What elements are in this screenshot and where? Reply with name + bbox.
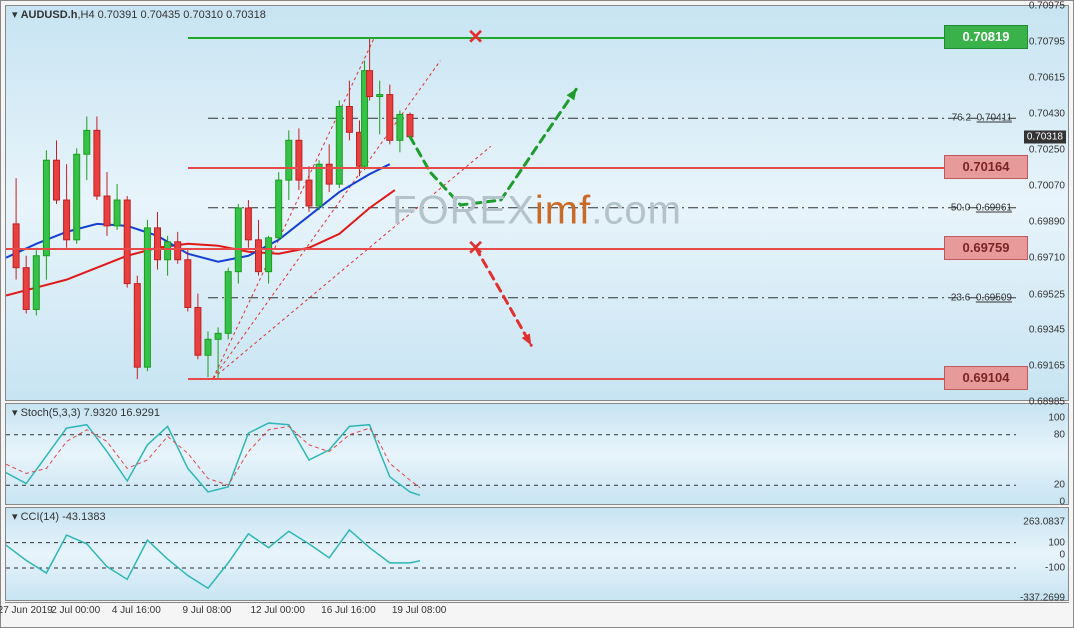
y-tick-label: 100 — [1047, 537, 1066, 548]
time-tick: 9 Jul 08:00 — [183, 605, 232, 616]
y-tick-label: 0.70070 — [1028, 181, 1066, 192]
instrument-title: ▾ AUDUSD.h,H4 0.70391 0.70435 0.70310 0.… — [10, 8, 268, 21]
time-tick: 27 Jun 2019 — [0, 605, 53, 616]
level-box-res1[interactable]: 0.70819 — [944, 25, 1028, 49]
y-tick-label: 20 — [1053, 480, 1066, 491]
cci-panel[interactable]: ▾ CCI(14) -43.1383 263.0837 100 0-100 -337.… — [5, 507, 1069, 601]
y-tick-label: 80 — [1053, 429, 1066, 440]
y-tick-label: 0 — [1058, 550, 1066, 561]
level-box-sup2[interactable]: 0.69104 — [944, 366, 1028, 390]
collapse-icon[interactable]: ▾ — [12, 9, 18, 21]
cci-title: ▾ CCI(14) -43.1383 — [10, 510, 108, 523]
price-panel[interactable]: ▾ AUDUSD.h,H4 0.70391 0.70435 0.70310 0.… — [5, 5, 1069, 401]
y-tick-label: 0.68985 — [1028, 397, 1066, 408]
y-tick-label: 100 — [1047, 413, 1066, 424]
fib-label: 50.0 0.69961 — [951, 202, 1012, 213]
y-tick-label: 0.69890 — [1028, 216, 1066, 227]
level-line-res2[interactable] — [188, 167, 1014, 169]
y-tick-label: 0.70795 — [1028, 36, 1066, 47]
y-tick-label: 0.70250 — [1028, 145, 1066, 156]
y-tick-label: 0.70615 — [1028, 72, 1066, 83]
y-tick-label: 0.69165 — [1028, 361, 1066, 372]
stoch-title: ▾ Stoch(5,3,3) 7.9320 16.9291 — [10, 406, 162, 419]
watermark: FOREXimf.com — [392, 188, 682, 233]
y-tick-label: 0 — [1058, 497, 1066, 508]
time-tick: 19 Jul 08:00 — [392, 605, 447, 616]
y-tick-label: 0.70430 — [1028, 109, 1066, 120]
time-tick: 2 Jul 00:00 — [51, 605, 100, 616]
y-tick-label: -337.2699 — [1019, 593, 1066, 604]
level-box-res2[interactable]: 0.70164 — [944, 155, 1028, 179]
collapse-icon[interactable]: ▾ — [12, 511, 18, 523]
time-tick: 16 Jul 16:00 — [321, 605, 376, 616]
level-box-sup1[interactable]: 0.69759 — [944, 236, 1028, 260]
level-line-sup2[interactable] — [188, 378, 1014, 380]
y-tick-label: 0.70975 — [1028, 1, 1066, 12]
level-line-res1[interactable] — [188, 37, 1014, 39]
y-tick-label: -100 — [1044, 562, 1066, 573]
time-tick: 12 Jul 00:00 — [250, 605, 305, 616]
time-axis: 27 Jun 20192 Jul 00:004 Jul 16:009 Jul 0… — [5, 602, 1069, 627]
x-mark-icon: ✕ — [467, 25, 484, 50]
y-tick-label: 0.69710 — [1028, 252, 1066, 263]
current-price-tag: 0.70318 — [1024, 130, 1066, 143]
stoch-canvas — [6, 404, 1070, 506]
y-tick-label: 263.0837 — [1022, 517, 1066, 528]
stochastic-panel[interactable]: ▾ Stoch(5,3,3) 7.9320 16.9291 100 80 20 0 — [5, 403, 1069, 505]
level-line-sup1[interactable] — [6, 248, 1014, 250]
collapse-icon[interactable]: ▾ — [12, 407, 18, 419]
y-tick-label: 0.69345 — [1028, 325, 1066, 336]
x-mark-icon: ✕ — [467, 235, 484, 260]
fib-label: 23.6 0.69509 — [951, 292, 1012, 303]
time-tick: 4 Jul 16:00 — [112, 605, 161, 616]
cci-canvas — [6, 508, 1070, 602]
chart-root: ▾ AUDUSD.h,H4 0.70391 0.70435 0.70310 0.… — [0, 0, 1074, 628]
fib-label: 76.2 0.70411 — [952, 113, 1012, 124]
y-tick-label: 0.69525 — [1028, 289, 1066, 300]
